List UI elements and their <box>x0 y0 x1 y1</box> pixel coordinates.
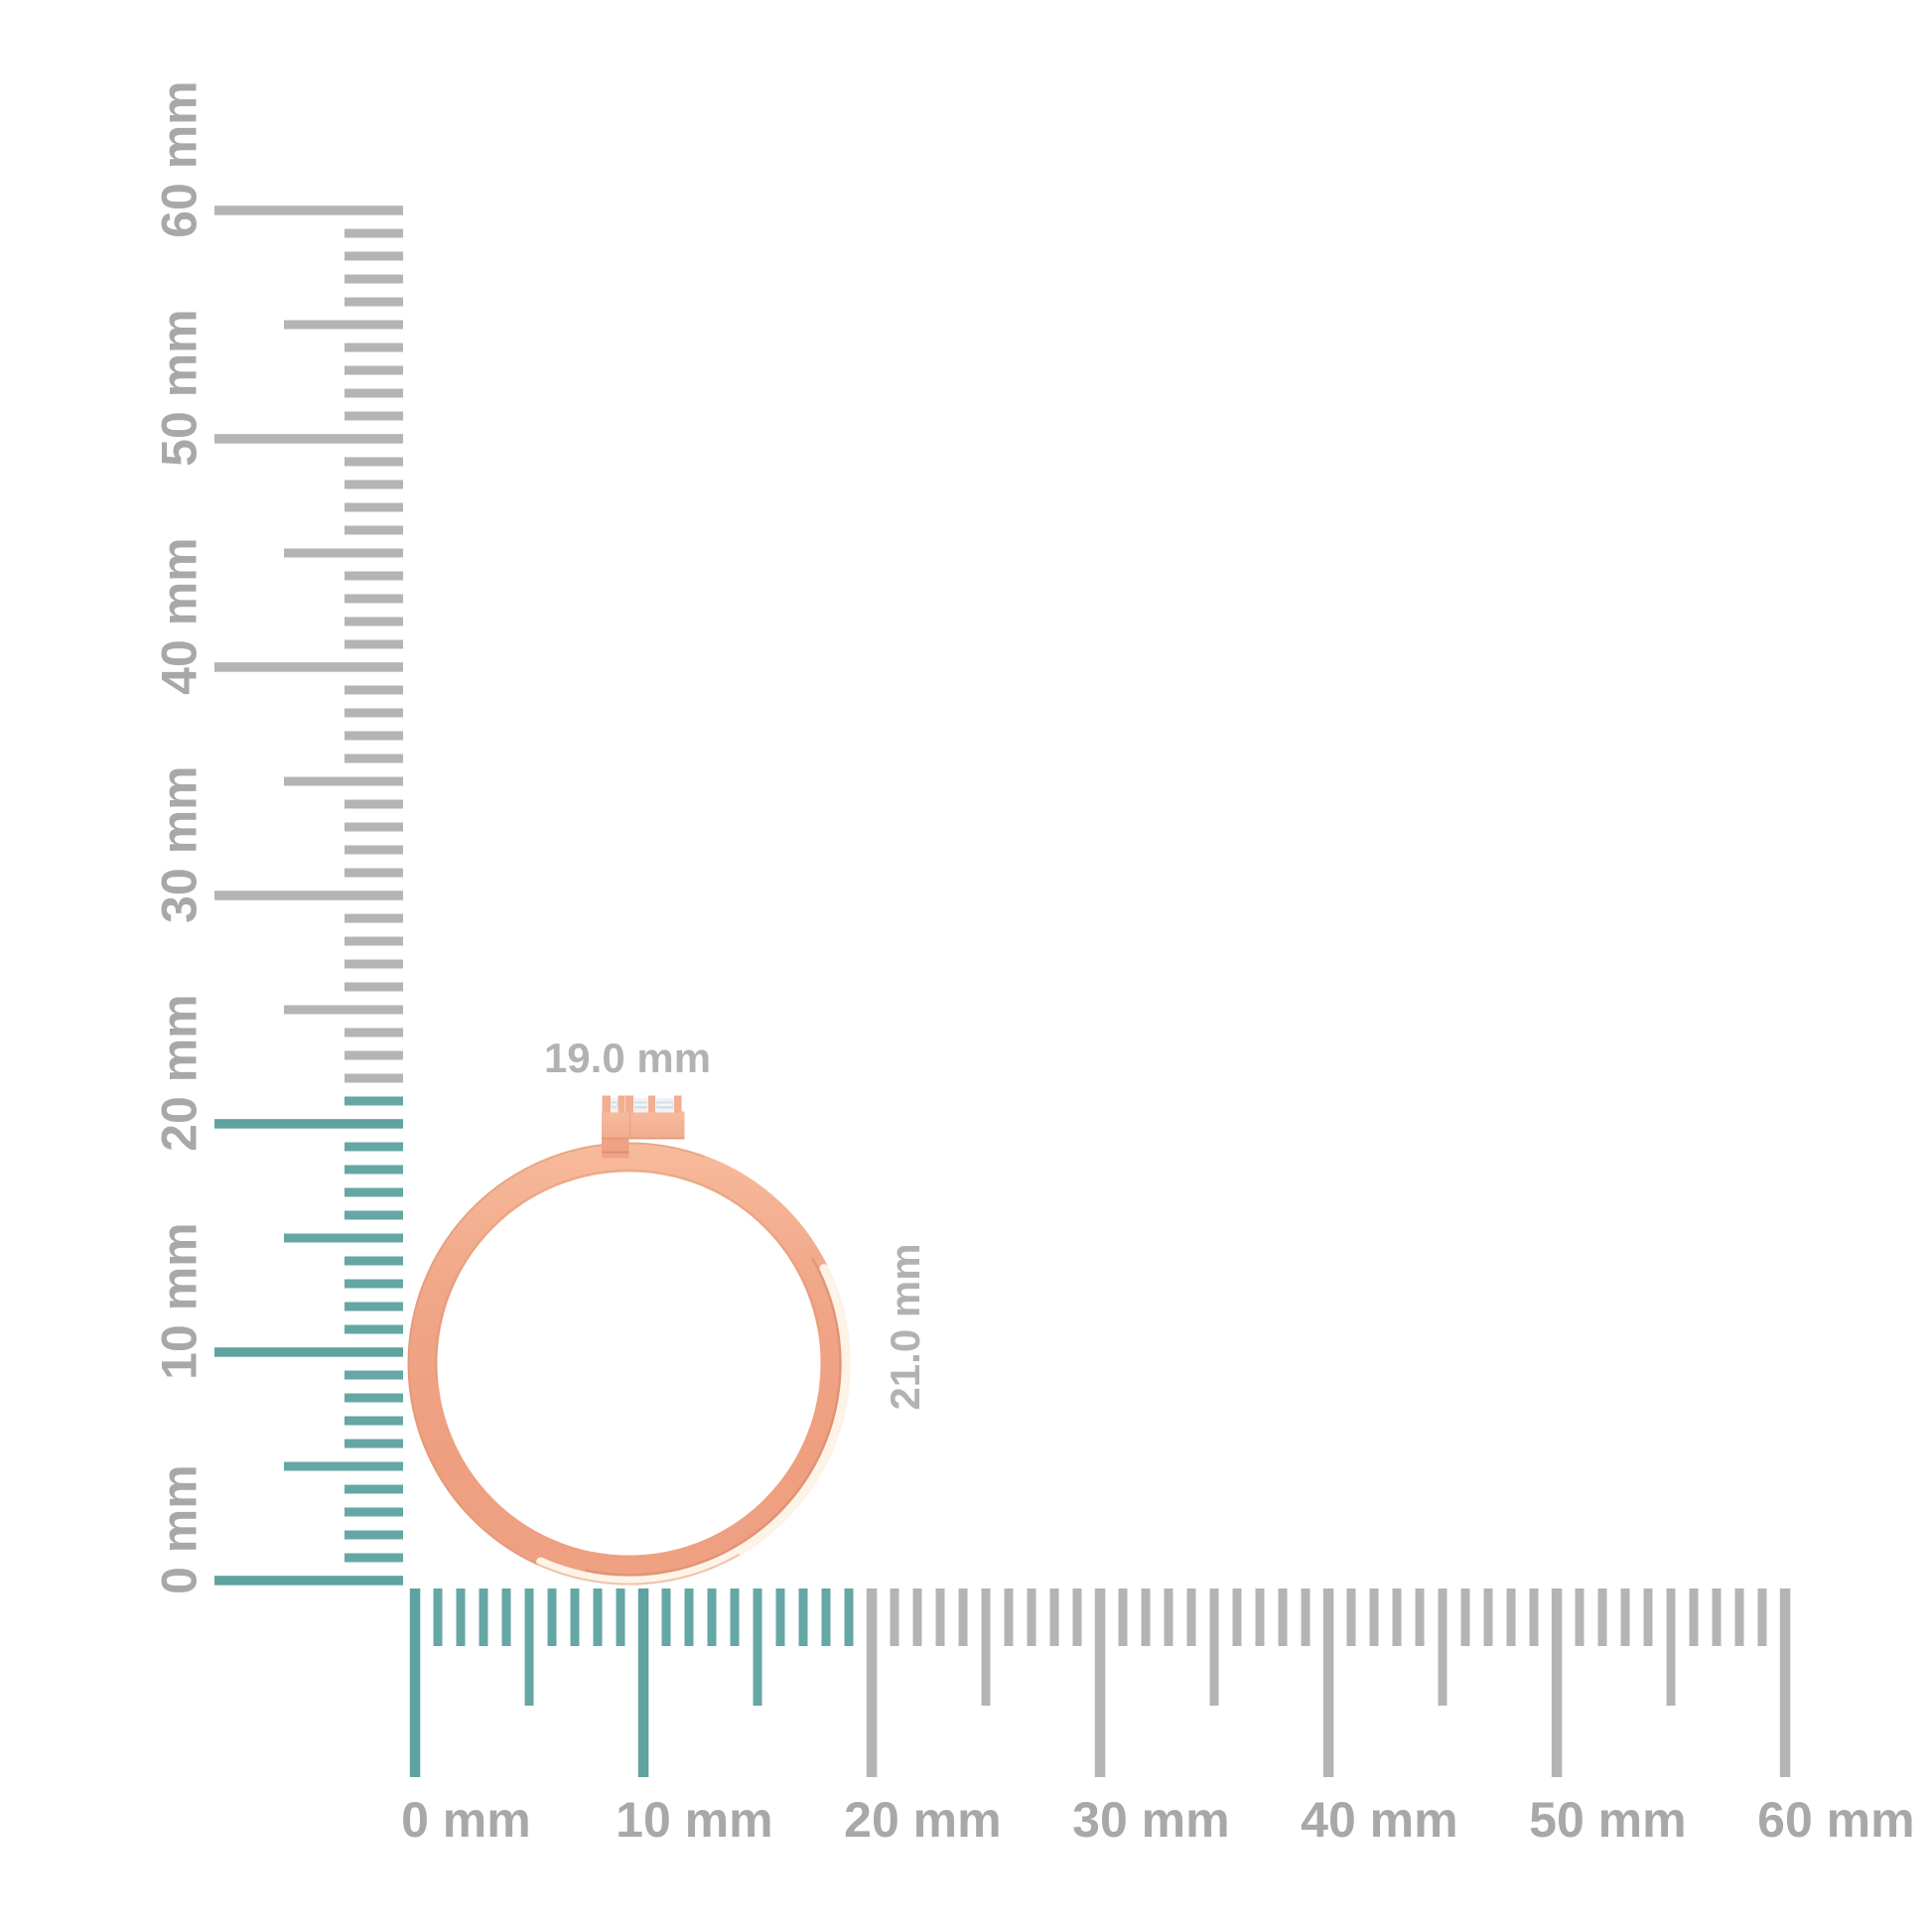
svg-text:40 mm: 40 mm <box>152 537 207 694</box>
svg-text:10 mm: 10 mm <box>152 1222 207 1379</box>
svg-text:30 mm: 30 mm <box>152 765 207 922</box>
svg-text:30 mm: 30 mm <box>1072 1792 1229 1848</box>
svg-text:10 mm: 10 mm <box>616 1792 772 1848</box>
svg-text:20 mm: 20 mm <box>844 1792 1001 1848</box>
svg-text:0 mm: 0 mm <box>152 1464 207 1594</box>
svg-text:20 mm: 20 mm <box>152 994 207 1151</box>
svg-text:50 mm: 50 mm <box>1529 1792 1686 1848</box>
svg-text:60 mm: 60 mm <box>1757 1792 1914 1848</box>
svg-text:50 mm: 50 mm <box>152 309 207 466</box>
svg-text:0 mm: 0 mm <box>401 1792 531 1848</box>
svg-text:60 mm: 60 mm <box>152 80 207 237</box>
svg-text:40 mm: 40 mm <box>1301 1792 1457 1848</box>
svg-text:21.0 mm: 21.0 mm <box>882 1243 928 1410</box>
svg-text:19.0 mm: 19.0 mm <box>544 1035 711 1081</box>
